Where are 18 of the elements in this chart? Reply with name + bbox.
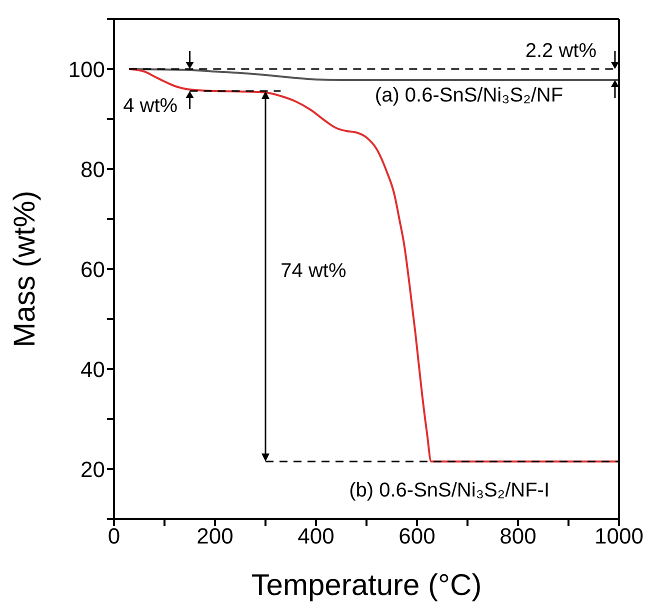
y-tick-label: 60	[80, 256, 105, 282]
x-tick-label: 0	[108, 524, 120, 549]
y-tick-label: 40	[80, 356, 105, 382]
y-tick-label: 100	[68, 56, 105, 82]
x-tick-label: 400	[298, 524, 334, 549]
annotation: (b) 0.6-SnS/Ni₃S₂/NF-I	[349, 479, 550, 502]
y-tick-label: 80	[80, 156, 105, 182]
x-tick-label: 1000	[594, 524, 644, 549]
x-tick-label: 600	[398, 524, 436, 549]
y-tick-label: 20	[80, 456, 105, 482]
annotation: 74 wt%	[280, 260, 346, 282]
annotation: (a) 0.6-SnS/Ni₃S₂/NF	[374, 84, 564, 106]
y-axis-title: Mass (wt%)	[8, 190, 42, 348]
x-tick-label: 800	[500, 524, 536, 549]
x-tick-label: 200	[196, 524, 234, 549]
annotation: 2.2 wt%	[525, 40, 597, 62]
annotation: 4 wt%	[123, 94, 178, 117]
x-axis-title: Temperature (°C)	[251, 569, 482, 602]
